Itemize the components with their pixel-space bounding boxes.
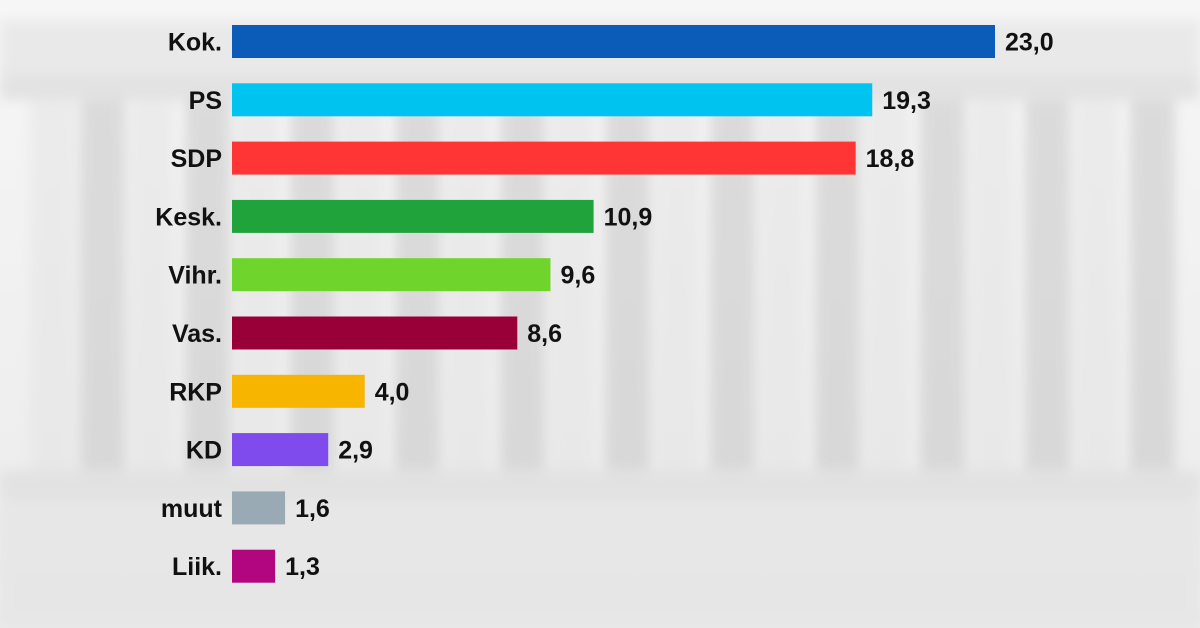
bar-liik	[232, 549, 276, 583]
category-label-kok: Kok.	[168, 29, 222, 57]
bar-kok	[232, 25, 995, 58]
bar-kd	[232, 433, 329, 467]
value-label-vas: 8,6	[527, 320, 562, 348]
value-label-kok: 23,0	[1005, 29, 1054, 57]
category-label-rkp: RKP	[169, 378, 222, 406]
value-label-kd: 2,9	[338, 437, 373, 465]
value-label-muut: 1,6	[295, 495, 330, 523]
category-label-liik: Liik.	[172, 553, 222, 581]
value-label-kesk: 10,9	[604, 203, 653, 231]
bar-rkp	[232, 374, 365, 408]
category-label-muut: muut	[161, 495, 223, 523]
category-label-kd: KD	[186, 437, 222, 465]
value-label-liik: 1,3	[285, 553, 320, 581]
value-label-sdp: 18,8	[866, 145, 915, 173]
bar-kesk	[232, 199, 594, 233]
category-label-sdp: SDP	[171, 145, 222, 173]
bar-ps	[232, 83, 873, 117]
category-label-kesk: Kesk.	[155, 203, 222, 231]
bar-muut	[232, 491, 286, 525]
value-label-rkp: 4,0	[375, 378, 410, 406]
value-label-ps: 19,3	[882, 87, 931, 115]
category-label-vihr: Vihr.	[168, 262, 222, 290]
category-label-ps: PS	[189, 87, 222, 115]
bar-sdp	[232, 141, 856, 175]
bar-vas	[232, 316, 518, 350]
bar-vihr	[232, 258, 551, 292]
value-label-vihr: 9,6	[560, 262, 595, 290]
category-label-vas: Vas.	[172, 320, 222, 348]
